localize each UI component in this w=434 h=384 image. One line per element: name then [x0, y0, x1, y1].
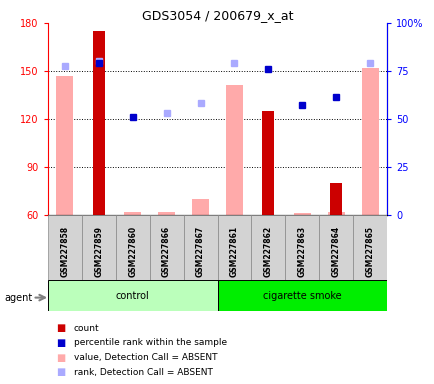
Text: GSM227860: GSM227860: [128, 226, 137, 277]
Text: GSM227862: GSM227862: [263, 226, 272, 277]
Bar: [319, 215, 352, 280]
Bar: [361, 68, 378, 215]
Text: percentile rank within the sample: percentile rank within the sample: [74, 338, 227, 348]
Bar: [352, 215, 386, 280]
Text: ■: ■: [56, 338, 66, 348]
Bar: [124, 212, 141, 215]
Text: GSM227863: GSM227863: [297, 226, 306, 277]
Text: GSM227861: GSM227861: [230, 226, 238, 277]
Bar: [226, 86, 243, 215]
Bar: [48, 280, 217, 311]
Title: GDS3054 / 200679_x_at: GDS3054 / 200679_x_at: [141, 9, 293, 22]
Text: rank, Detection Call = ABSENT: rank, Detection Call = ABSENT: [74, 367, 212, 377]
Text: GSM227864: GSM227864: [331, 226, 340, 277]
Bar: [48, 215, 82, 280]
Bar: [327, 212, 344, 215]
Bar: [149, 215, 183, 280]
Bar: [56, 76, 73, 215]
Bar: [115, 215, 149, 280]
Text: GSM227867: GSM227867: [196, 226, 204, 277]
Bar: [285, 215, 319, 280]
Text: GSM227859: GSM227859: [94, 226, 103, 277]
Bar: [82, 215, 115, 280]
Bar: [92, 31, 105, 215]
Text: ■: ■: [56, 367, 66, 377]
Text: agent: agent: [4, 293, 33, 303]
Bar: [262, 111, 274, 215]
Text: value, Detection Call = ABSENT: value, Detection Call = ABSENT: [74, 353, 217, 362]
Text: ■: ■: [56, 353, 66, 362]
Bar: [329, 183, 342, 215]
Bar: [192, 199, 209, 215]
Bar: [158, 212, 175, 215]
Text: cigarette smoke: cigarette smoke: [263, 291, 341, 301]
Bar: [217, 215, 251, 280]
Bar: [217, 280, 386, 311]
Bar: [251, 215, 285, 280]
Text: count: count: [74, 324, 99, 333]
Text: ■: ■: [56, 323, 66, 333]
Bar: [293, 214, 310, 215]
Text: control: control: [115, 291, 149, 301]
Text: GSM227865: GSM227865: [365, 226, 374, 277]
Text: GSM227866: GSM227866: [162, 226, 171, 277]
Bar: [183, 215, 217, 280]
Text: GSM227858: GSM227858: [60, 226, 69, 277]
